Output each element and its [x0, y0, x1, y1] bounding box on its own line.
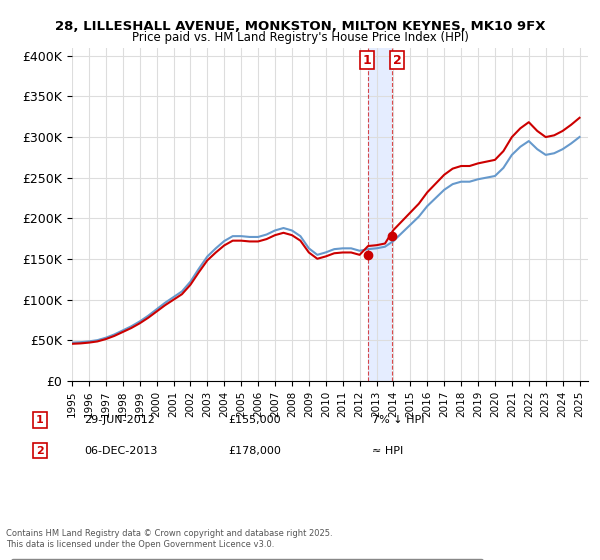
Text: Contains HM Land Registry data © Crown copyright and database right 2025.
This d: Contains HM Land Registry data © Crown c…	[6, 529, 332, 549]
Bar	[368, 48, 392, 381]
Text: £155,000: £155,000	[228, 415, 281, 425]
Text: 7% ↓ HPI: 7% ↓ HPI	[372, 415, 425, 425]
Text: ≈ HPI: ≈ HPI	[372, 446, 403, 456]
Text: Price paid vs. HM Land Registry's House Price Index (HPI): Price paid vs. HM Land Registry's House …	[131, 31, 469, 44]
Legend: 28, LILLESHALL AVENUE, MONKSTON, MILTON KEYNES, MK10 9FX (semi-detached house), : 28, LILLESHALL AVENUE, MONKSTON, MILTON …	[11, 559, 484, 560]
Text: 29-JUN-2012: 29-JUN-2012	[84, 415, 155, 425]
Text: 1: 1	[363, 54, 371, 67]
Text: 2: 2	[393, 54, 401, 67]
Text: 2: 2	[36, 446, 44, 456]
Text: 28, LILLESHALL AVENUE, MONKSTON, MILTON KEYNES, MK10 9FX: 28, LILLESHALL AVENUE, MONKSTON, MILTON …	[55, 20, 545, 32]
Text: £178,000: £178,000	[228, 446, 281, 456]
Text: 06-DEC-2013: 06-DEC-2013	[84, 446, 157, 456]
Text: 1: 1	[36, 415, 44, 425]
